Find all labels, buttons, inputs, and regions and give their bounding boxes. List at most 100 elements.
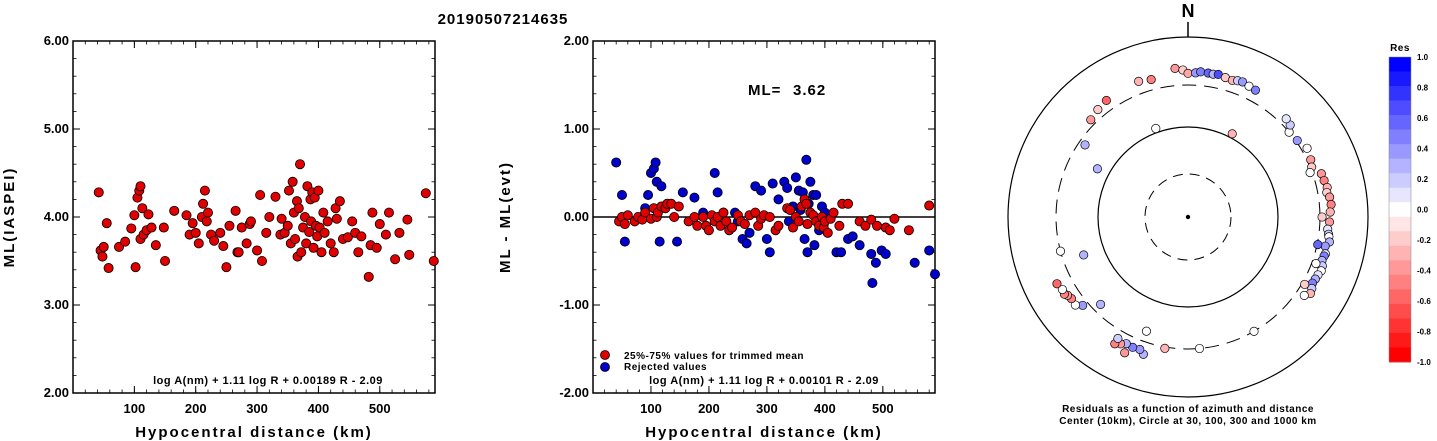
colorbar-cell bbox=[1389, 216, 1411, 232]
data-point bbox=[201, 216, 212, 227]
trimmed-point bbox=[889, 213, 900, 224]
colorbar-cell bbox=[1389, 260, 1411, 276]
legend-trimmed-marker bbox=[600, 350, 610, 360]
x-tick-label: 300 bbox=[756, 401, 778, 416]
rejected-point bbox=[611, 157, 622, 168]
rejected-point bbox=[801, 154, 812, 165]
residual-point bbox=[1080, 140, 1090, 150]
data-point bbox=[282, 220, 293, 231]
data-point bbox=[394, 227, 405, 238]
rejected-point bbox=[909, 257, 920, 268]
x-tick-label: 100 bbox=[124, 401, 146, 416]
rejected-point bbox=[767, 178, 778, 189]
colorbar-tick-label: -1.0 bbox=[1417, 358, 1431, 367]
rejected-point bbox=[802, 247, 813, 258]
legend-trimmed-label: 25%-75% values for trimmed mean bbox=[624, 351, 804, 362]
colorbar-cell bbox=[1389, 100, 1411, 116]
y-tick-label: 4.00 bbox=[44, 209, 69, 224]
residual-point bbox=[1092, 164, 1102, 174]
rejected-point bbox=[811, 189, 822, 200]
data-point bbox=[334, 196, 345, 207]
data-point bbox=[331, 213, 342, 224]
colorbar-cell bbox=[1389, 158, 1411, 174]
colorbar-cell bbox=[1389, 129, 1411, 145]
rejected-point bbox=[854, 240, 865, 251]
rejected-point bbox=[790, 172, 801, 183]
data-points bbox=[93, 159, 439, 282]
colorbar-cell bbox=[1389, 332, 1411, 348]
residual-point bbox=[1302, 143, 1312, 153]
y-tick-label: 5.00 bbox=[44, 121, 69, 136]
data-point bbox=[428, 255, 439, 266]
legend-rejected-marker bbox=[600, 362, 610, 372]
trimmed-point bbox=[785, 204, 796, 215]
colorbar-tick-label: 0.0 bbox=[1417, 206, 1429, 215]
rejected-point bbox=[616, 189, 627, 200]
residual-point bbox=[1325, 192, 1335, 202]
data-point bbox=[295, 159, 306, 170]
caption-line-2: Center (10km), Circle at 30, 100, 300 an… bbox=[1059, 416, 1316, 427]
residual-point bbox=[1227, 129, 1237, 139]
x-ticks: 100 200 300 400 500 bbox=[604, 41, 930, 416]
data-point bbox=[221, 262, 232, 273]
residual-point bbox=[1250, 85, 1260, 95]
colorbar-cell bbox=[1389, 245, 1411, 261]
data-point bbox=[93, 187, 104, 198]
colorbar-frame bbox=[1388, 56, 1412, 363]
data-point bbox=[380, 229, 391, 240]
data-point bbox=[287, 176, 298, 187]
data-point bbox=[261, 227, 272, 238]
residual-point bbox=[1313, 240, 1323, 250]
data-point bbox=[264, 211, 275, 222]
residual-point bbox=[1146, 75, 1156, 85]
data-point bbox=[308, 242, 319, 253]
residual-point bbox=[1170, 63, 1180, 73]
data-point bbox=[390, 254, 401, 265]
y-tick-label: 6.00 bbox=[44, 33, 69, 48]
trimmed-point bbox=[924, 200, 935, 211]
data-point bbox=[293, 203, 304, 214]
residual-point bbox=[1120, 348, 1130, 358]
residual-point bbox=[1249, 326, 1259, 336]
y-tick-label: 2.00 bbox=[564, 33, 589, 48]
data-point bbox=[150, 240, 161, 251]
colorbar-tick-label: 0.2 bbox=[1417, 175, 1429, 184]
data-point bbox=[356, 231, 367, 242]
ml-label: ML= bbox=[748, 82, 781, 99]
formula-text: log A(nm) + 1.11 log R + 0.00101 R - 2.0… bbox=[649, 375, 879, 387]
rejected-point bbox=[654, 236, 665, 247]
trimmed-point bbox=[622, 210, 633, 221]
rejected-point bbox=[643, 189, 654, 200]
x-tick-label: 500 bbox=[872, 401, 894, 416]
data-point bbox=[245, 216, 256, 227]
data-point bbox=[224, 220, 235, 231]
figure-title: 20190507214635 bbox=[438, 11, 569, 28]
colorbar-tick-label: -0.2 bbox=[1417, 236, 1431, 245]
data-point bbox=[313, 185, 324, 196]
colorbar-tick-label: 0.8 bbox=[1417, 84, 1429, 93]
ml-value: 3.62 bbox=[793, 82, 826, 99]
data-point bbox=[270, 191, 281, 202]
trimmed-point bbox=[801, 198, 812, 209]
residual-point bbox=[1113, 333, 1123, 343]
data-point bbox=[143, 209, 154, 220]
colorbar-cell bbox=[1389, 303, 1411, 319]
colorbar-cell bbox=[1389, 173, 1411, 189]
trimmed-point bbox=[673, 201, 684, 212]
rejected-point bbox=[866, 248, 877, 259]
residual-point bbox=[1299, 290, 1309, 300]
data-point bbox=[374, 219, 385, 230]
y-tick-label: 3.00 bbox=[44, 297, 69, 312]
data-point bbox=[129, 210, 140, 221]
rejected-point bbox=[709, 167, 720, 178]
residual-point bbox=[1326, 199, 1336, 210]
colorbar-cell bbox=[1389, 115, 1411, 131]
colorbar-cell bbox=[1389, 347, 1411, 363]
data-point bbox=[296, 247, 307, 258]
colorbar-cell bbox=[1389, 318, 1411, 334]
colorbar-tick-label: 0.4 bbox=[1417, 145, 1429, 154]
trimmed-point bbox=[764, 211, 775, 222]
residual-point bbox=[1093, 105, 1103, 115]
rejected-point bbox=[650, 157, 661, 168]
trimmed-point bbox=[903, 225, 914, 236]
